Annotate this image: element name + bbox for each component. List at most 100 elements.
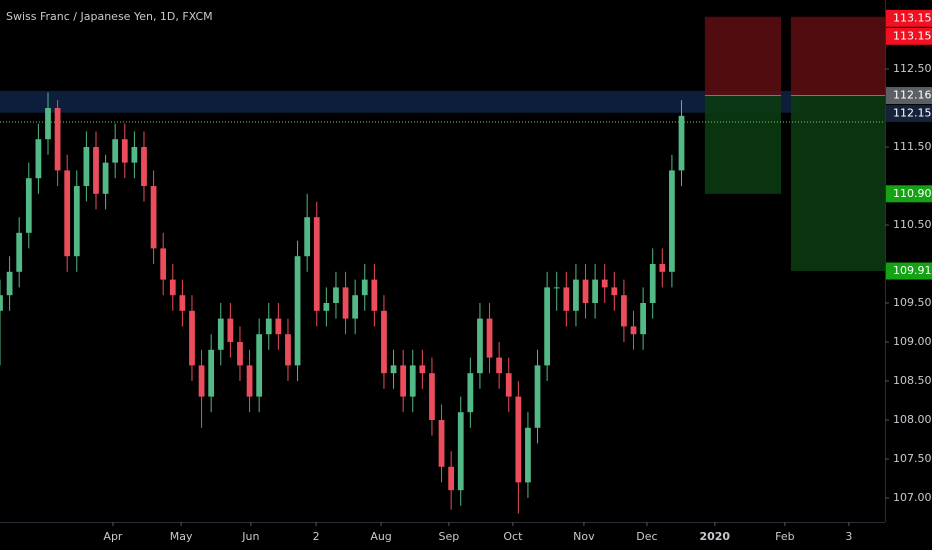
candle-body [342,287,349,319]
y-tick-label: 112.500 [893,62,932,75]
candle-body [659,264,666,272]
candle-body [150,186,157,249]
y-tick-label: 111.500 [893,140,932,153]
x-tick-label: Aug [370,530,391,543]
x-tick-label: Jun [241,530,259,543]
candle-body [131,147,138,163]
candle-body [323,302,330,311]
candle-body [361,279,368,296]
target-zone [704,95,782,194]
candle-body [0,295,3,311]
price-label-box [886,27,932,45]
price-label-box [886,262,932,280]
candle-body [640,302,646,335]
candle-body [246,365,253,397]
candle-body [6,271,13,296]
candle-body [678,115,685,171]
zone [0,90,800,113]
candle-body [45,108,51,140]
chart-title: Swiss Franc / Japanese Yen, 1D, FXCM [6,10,213,23]
candle-body [169,279,176,296]
candle-body [669,170,675,272]
candle-body [83,147,90,187]
candle-body [457,412,464,491]
candle-body [438,419,445,467]
candle-body [285,334,291,366]
price-label: 113.150 [893,29,932,42]
price-label-box [886,105,932,123]
candle-body [313,217,320,311]
candle-body [486,318,493,358]
x-tick-label: Nov [573,530,595,543]
price-label: 110.900 [893,187,932,200]
candle-body [25,178,32,233]
candle-body [525,427,531,483]
x-tick-label: Sep [439,530,460,543]
candle-body [294,256,301,366]
candle-body [409,365,416,397]
candle-body [102,162,109,194]
candle-body [112,139,119,163]
candle-body [256,334,263,397]
candle-body [227,318,234,342]
price-label: 109.910 [893,264,932,277]
price-label-box [886,185,932,203]
stop-zone [790,16,885,96]
candle-body [448,466,455,491]
candle-body [601,279,608,288]
y-tick-label: 110.500 [893,218,932,231]
y-tick-label: 109.000 [893,335,932,348]
price-label-box [886,9,932,27]
price-label-box [886,87,932,105]
candle-body [35,139,42,179]
candle-body [582,279,589,303]
y-tick-label: 108.500 [893,374,932,387]
candle-body [265,318,272,335]
candle-body [553,287,560,289]
candle-body [93,147,99,194]
y-tick-label: 109.500 [893,296,932,309]
price-label: 112.160 [893,89,932,102]
candle-body [371,279,378,311]
candle-body [64,170,71,257]
price-label: 112.150 [893,107,932,120]
candle-body [515,396,522,483]
x-tick-label: Oct [503,530,523,543]
stop-zone [704,16,782,96]
y-tick-label: 108.000 [893,413,932,426]
candle-body [505,373,512,397]
candle-body [467,373,474,413]
x-tick-label: 2 [313,530,320,543]
candle-body [189,310,195,366]
candle-body [160,248,167,280]
candle-body [73,186,80,257]
y-tick-label: 107.000 [893,491,932,504]
x-tick-label: Feb [775,530,794,543]
x-tick-label: May [170,530,193,543]
candle-body [544,287,551,366]
candle-body [121,139,128,163]
x-tick-label: Apr [103,530,123,543]
candle-body [179,295,186,311]
y-tick-label: 107.500 [893,452,932,465]
candle-body [592,279,598,303]
candle-body [54,108,61,171]
candle-body [563,287,570,311]
candle-body [16,232,23,272]
candle-body [352,295,359,319]
candle-body [208,349,215,397]
candle-body [275,318,282,335]
candle-body [304,217,311,257]
candle-body [217,318,224,350]
candle-body [381,310,387,374]
candle-body [141,147,147,187]
candle-body [496,357,503,374]
x-tick-label: Dec [636,530,657,543]
candle-body [429,373,435,420]
candle-body [419,365,426,374]
candle-body [611,287,618,296]
x-tick-label: 3 [845,530,852,543]
candle-body [400,365,407,397]
